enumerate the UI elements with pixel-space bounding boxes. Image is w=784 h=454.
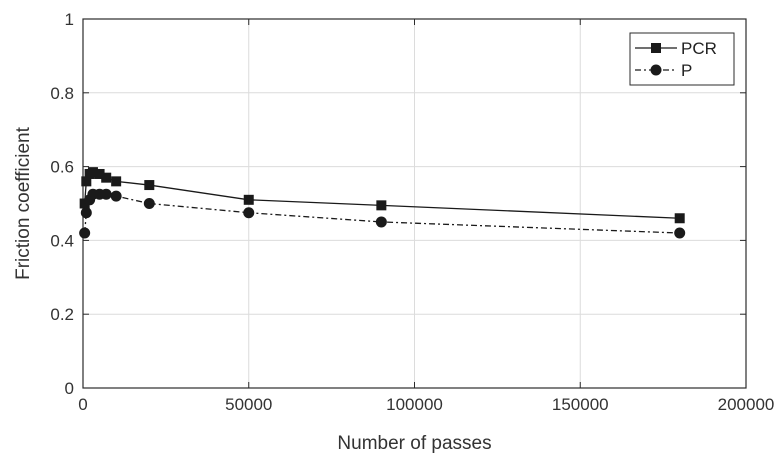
axis-ticks: 0 50000 100000 150000 200000 0 0.2 0.4 0.6 0.8 1 xyxy=(50,10,774,414)
data-point-p xyxy=(110,190,122,202)
series-line-pcr xyxy=(84,171,680,219)
data-point-p xyxy=(375,216,387,228)
legend: PCR P xyxy=(629,32,735,86)
y-tick-label: 0.8 xyxy=(50,84,74,103)
y-axis-title: Friction coefficient xyxy=(13,126,34,279)
data-point-p xyxy=(80,207,92,219)
data-point-p xyxy=(243,207,255,219)
data-point-pcr xyxy=(674,213,685,224)
x-axis-title: Number of passes xyxy=(337,433,491,454)
y-tick-label: 0.4 xyxy=(50,231,74,250)
data-point-pcr xyxy=(144,180,155,191)
series-p xyxy=(79,188,686,239)
x-tick-label: 150000 xyxy=(552,395,609,414)
x-tick-label: 200000 xyxy=(718,395,775,414)
y-tick-label: 0.2 xyxy=(50,305,74,324)
data-point-pcr xyxy=(101,172,112,183)
data-series xyxy=(79,167,686,239)
y-tick-label: 0 xyxy=(65,379,74,398)
data-point-p xyxy=(143,198,155,209)
x-tick-label: 100000 xyxy=(386,395,443,414)
grid-lines xyxy=(83,19,746,388)
series-pcr xyxy=(79,167,685,224)
data-point-pcr xyxy=(111,176,122,187)
data-point-pcr xyxy=(243,194,254,205)
legend-marker-pcr xyxy=(651,43,661,53)
legend-box xyxy=(629,32,735,86)
data-point-pcr xyxy=(94,168,105,179)
x-tick-label: 0 xyxy=(78,395,87,414)
y-tick-label: 1 xyxy=(65,10,74,29)
x-tick-label: 50000 xyxy=(225,395,272,414)
data-point-p xyxy=(674,227,686,239)
legend-label-p: P xyxy=(681,61,692,80)
legend-label-pcr: PCR xyxy=(681,39,717,58)
data-point-p xyxy=(100,188,112,200)
data-point-p xyxy=(79,227,91,239)
data-point-pcr xyxy=(87,167,98,178)
data-point-pcr xyxy=(376,200,387,211)
data-point-pcr xyxy=(81,176,92,187)
data-point-pcr xyxy=(79,198,90,209)
legend-marker-p xyxy=(650,64,662,76)
y-tick-label: 0.6 xyxy=(50,158,74,177)
